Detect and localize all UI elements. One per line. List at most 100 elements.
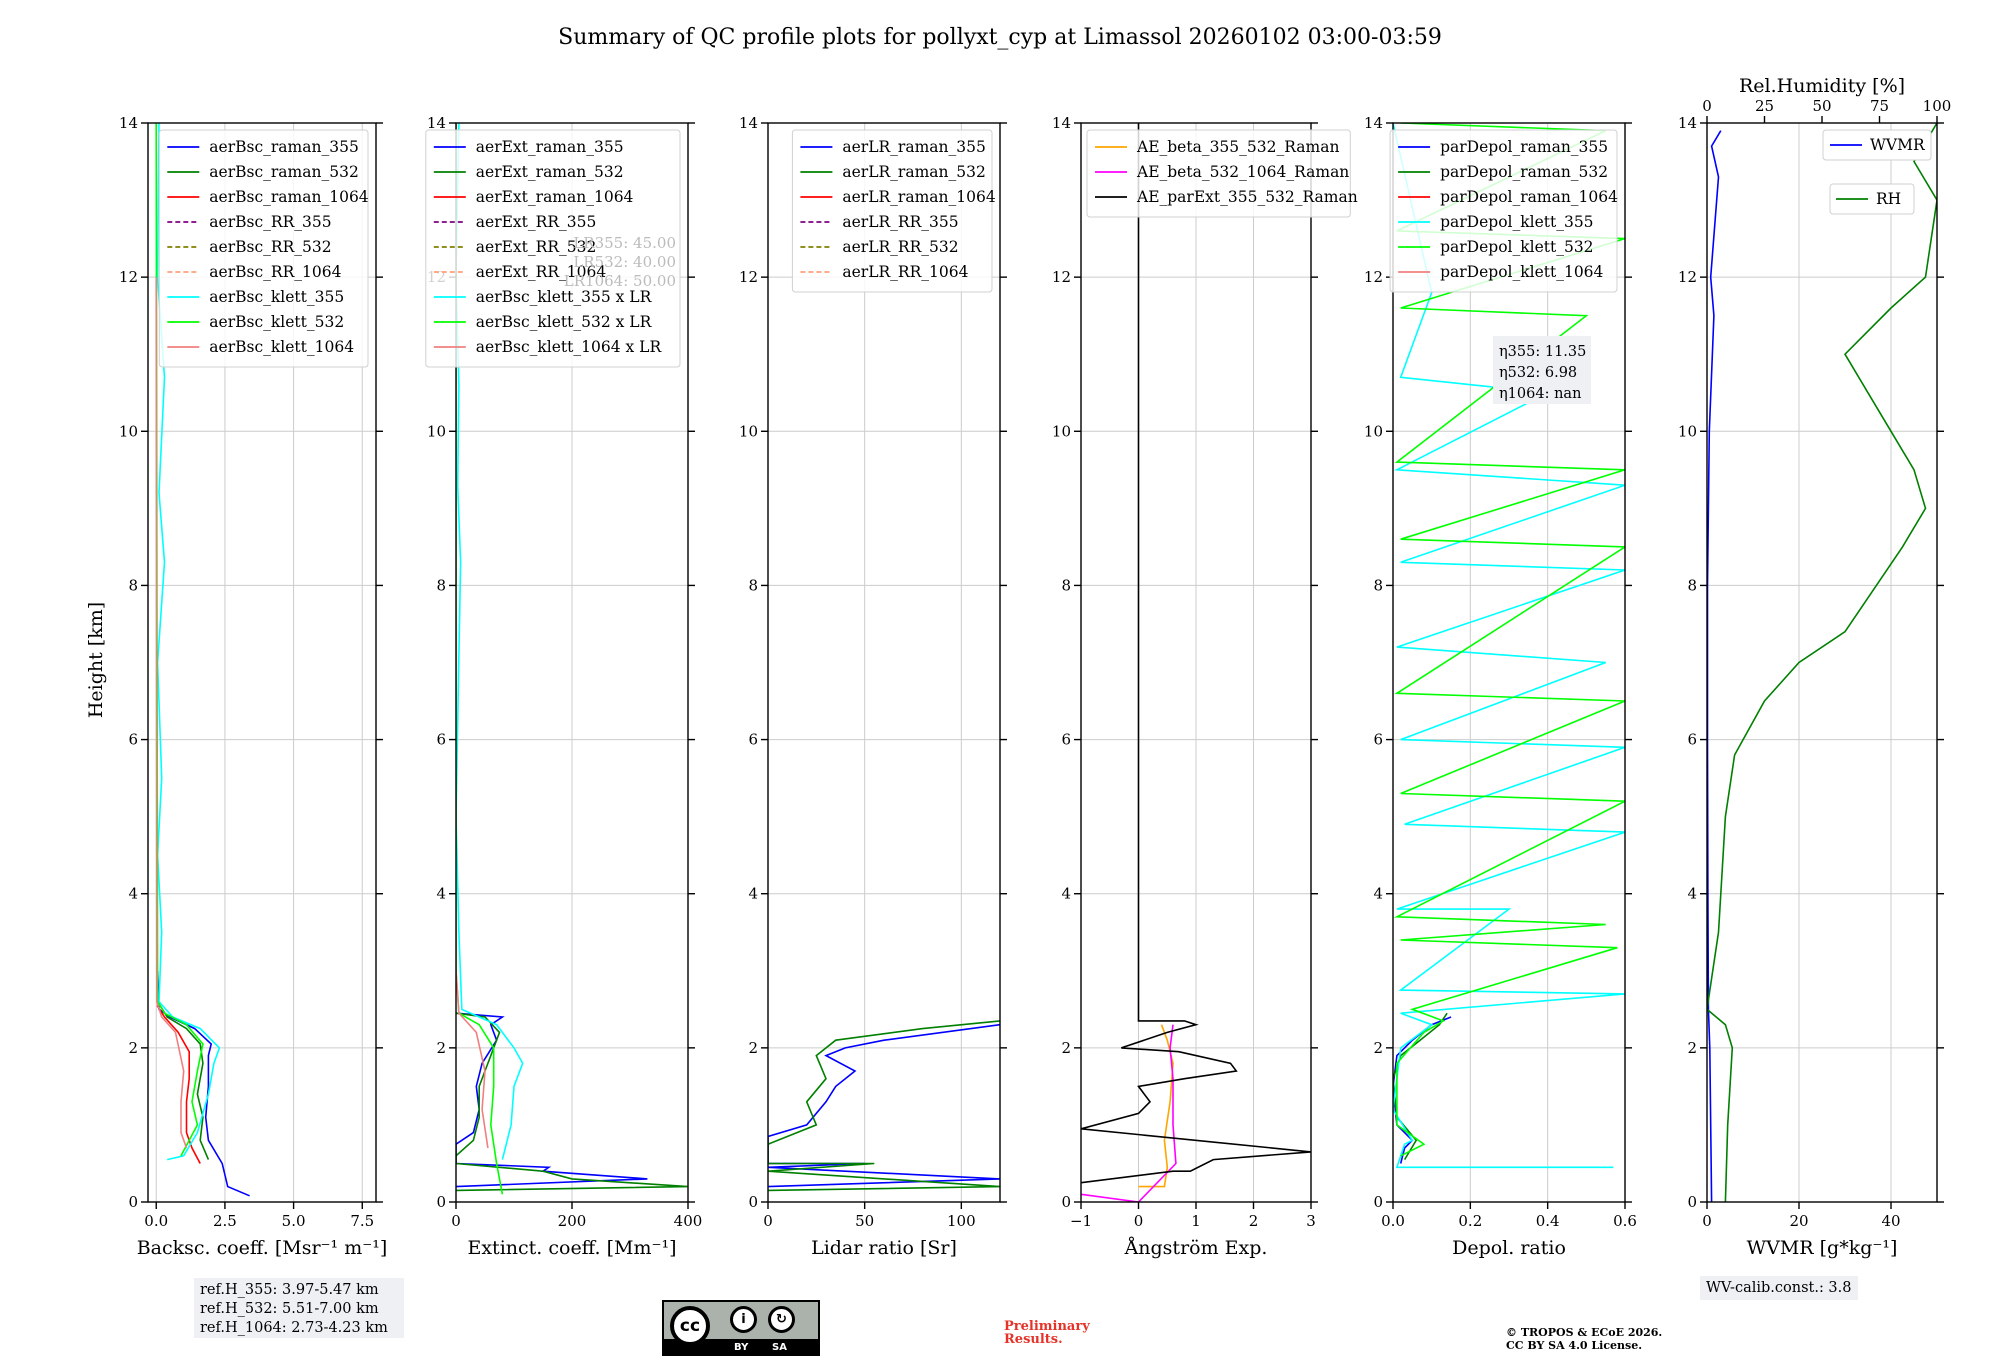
panel-5: 0 2 4 6 8 10 12 14 0.0 0.2 0.4 0.6 Depol. ratio parDe… (1364, 114, 1637, 1259)
y-tick-label: 14 (1364, 114, 1383, 132)
legend-label: aerBsc_RR_1064 (209, 263, 341, 281)
x-axis-label: Extinct. coeff. [Mm⁻¹] (467, 1237, 676, 1259)
y-tick-label: 8 (1061, 576, 1071, 594)
sa-icon: ↻ (768, 1306, 795, 1333)
panel-6: 0 2 4 6 8 10 12 14 0 20 40 WVMR [g*kg⁻¹] 0 25 50 75 100 R… (1678, 75, 1951, 1259)
series-group (456, 123, 688, 1195)
series-aerBsc_klett_532 (155, 123, 204, 1157)
top-axis-label: Rel.Humidity [%] (1739, 75, 1905, 97)
legend-label: AE_parExt_355_532_Raman (1136, 188, 1358, 206)
by-icon: i (730, 1306, 757, 1333)
y-tick-label: 12 (1364, 268, 1383, 286)
series-AE_beta_355_532_Raman (1138, 1024, 1174, 1188)
x-tick-label: −1 (1070, 1212, 1092, 1230)
legend: aerExt_raman_355 aerExt_raman_532 aerExt_r… (425, 129, 681, 368)
legend-label: aerLR_raman_532 (842, 163, 985, 181)
top-tick-label: 100 (1923, 97, 1952, 115)
x-tick-label: 40 (1881, 1212, 1900, 1230)
legend-label: aerExt_RR_1064 (476, 263, 607, 281)
legend-label: AE_beta_355_532_Raman (1136, 138, 1339, 156)
legend-label: aerExt_raman_1064 (476, 188, 634, 206)
y-axis-label: Height [km] (85, 602, 107, 718)
x-tick-label: 0 (763, 1212, 773, 1230)
y-tick-label: 0 (436, 1193, 446, 1211)
series-RH (1707, 123, 1937, 1202)
series-aerBsc_raman_1064 (156, 1005, 201, 1164)
y-tick-label: 10 (119, 422, 138, 440)
series-parDepol_klett_532 (1393, 123, 1625, 1157)
y-tick-label: 14 (427, 114, 446, 132)
lr-label: LR532: 40.00 (573, 253, 676, 271)
figure-title: Summary of QC profile plots for pollyxt_… (558, 25, 1442, 50)
series-group (1393, 123, 1625, 1169)
legend-label: aerBsc_raman_1064 (209, 188, 369, 206)
y-tick-label: 6 (1687, 731, 1697, 749)
x-axis-label: Ångström Exp. (1124, 1237, 1268, 1259)
y-tick-label: 0 (1061, 1193, 1071, 1211)
legend-label: WVMR (1870, 136, 1926, 154)
legend-label: aerBsc_klett_355 (209, 288, 344, 306)
y-tick-label: 0 (748, 1193, 758, 1211)
legend-box (1389, 129, 1618, 293)
y-tick-label: 14 (119, 114, 138, 132)
ref-h-1064: ref.H_1064: 2.73-4.23 km (200, 1320, 388, 1336)
legend: WVMR RH (1822, 129, 1932, 215)
series-aerLR_raman_355 (768, 1023, 1000, 1188)
x-tick-label: 0.2 (1458, 1212, 1482, 1230)
y-tick-label: 2 (436, 1039, 446, 1057)
x-tick-label: 5.0 (282, 1212, 306, 1230)
y-tick-label: 10 (427, 422, 446, 440)
legend-label: aerExt_raman_355 (476, 138, 624, 156)
legend-label: aerBsc_RR_355 (209, 213, 331, 231)
series-AE_beta_532_1064_Raman (1081, 1024, 1177, 1202)
y-tick-label: 4 (1687, 885, 1697, 903)
series-aerBsc_klett_355 (156, 123, 221, 1161)
legend: aerLR_raman_355 aerLR_raman_532 aerLR_rama… (791, 129, 996, 293)
axes-frame (1392, 122, 1626, 1203)
x-tick-label: 200 (558, 1212, 587, 1230)
series-parDepol_klett_355 (1393, 123, 1625, 1169)
series-aerBsc_raman_355 (156, 970, 250, 1197)
lr-label: LR1064: 50.00 (564, 272, 676, 290)
top-tick-label: 50 (1812, 97, 1831, 115)
legend-label: aerBsc_raman_532 (209, 163, 359, 181)
legend-label: aerBsc_klett_1064 (209, 338, 354, 356)
legend-label: aerLR_raman_1064 (842, 188, 995, 206)
legend-label: aerBsc_klett_355 x LR (476, 288, 653, 306)
series-group (1081, 123, 1311, 1202)
panel-1: 0 2 4 6 8 10 12 14 0.0 2.5 5.0 7.5 Backsc. coeff. [M… (119, 114, 387, 1259)
x-tick-label: 0.4 (1536, 1212, 1560, 1230)
axes-frame (1706, 122, 1938, 1203)
legend-box-rh (1829, 183, 1915, 215)
legend-label: aerExt_raman_532 (476, 163, 624, 181)
y-tick-label: 0 (128, 1193, 138, 1211)
cc-icon: cc (670, 1306, 710, 1346)
legend-label: aerBsc_klett_532 (209, 313, 344, 331)
x-axis-label: Lidar ratio [Sr] (811, 1237, 957, 1259)
y-tick-label: 2 (1061, 1039, 1071, 1057)
y-tick-label: 10 (1052, 422, 1071, 440)
x-tick-label: 2.5 (213, 1212, 237, 1230)
y-tick-label: 2 (748, 1039, 758, 1057)
x-axis-label: WVMR [g*kg⁻¹] (1747, 1237, 1898, 1259)
preliminary-notice: Preliminary Results. (1004, 1320, 1090, 1346)
y-tick-label: 8 (128, 576, 138, 594)
y-tick-label: 6 (748, 731, 758, 749)
x-tick-label: 7.5 (350, 1212, 374, 1230)
wv-calib-box: WV-calib.const.: 3.8 (1700, 1276, 1858, 1300)
legend-label: parDepol_raman_355 (1440, 138, 1608, 156)
cc-license-badge: cc i ↻ BY SA (662, 1300, 820, 1356)
legend-label: aerLR_raman_355 (842, 138, 985, 156)
x-tick-label: 50 (855, 1212, 874, 1230)
series-AE_parExt_355_532_Raman (1081, 123, 1311, 1184)
y-tick-label: 14 (739, 114, 758, 132)
y-tick-label: 12 (739, 268, 758, 286)
legend-label: aerLR_RR_532 (842, 238, 958, 256)
eta-label: η532: 6.98 (1499, 365, 1577, 381)
legend-label: aerBsc_klett_532 x LR (476, 313, 653, 331)
y-tick-label: 8 (1687, 576, 1697, 594)
x-tick-label: 0.0 (144, 1212, 168, 1230)
y-tick-label: 12 (1052, 268, 1071, 286)
x-tick-label: 2 (1249, 1212, 1259, 1230)
series-aerBsc_raman_532 (156, 1001, 210, 1160)
